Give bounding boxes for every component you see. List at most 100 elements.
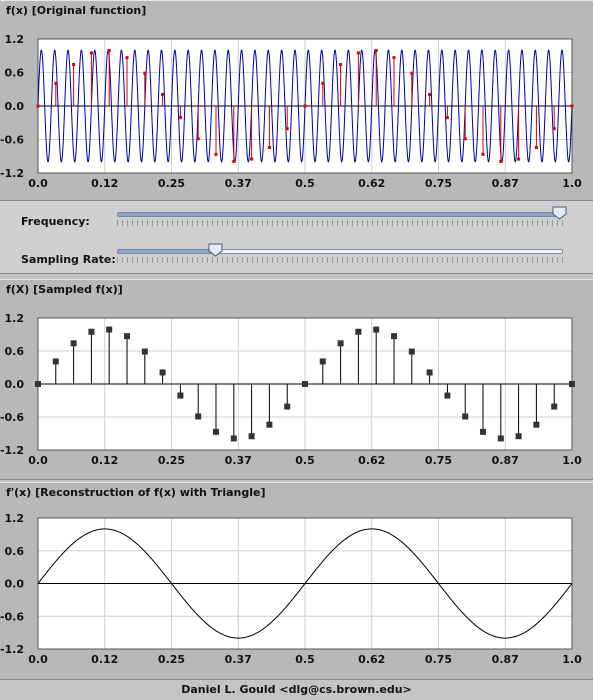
x-tick-label: 0.62 xyxy=(358,454,385,467)
sampling-rate-slider[interactable] xyxy=(117,239,563,265)
sample-marker xyxy=(391,333,398,340)
original-function-plot: 0.0 0.12 0.25 0.37 0.5 0.62 0.75 0.87 1.0 1.2 0.6 0… xyxy=(0,33,582,190)
sample-point xyxy=(534,145,538,149)
y-tick-label: -0.6 xyxy=(0,411,24,424)
sample-marker xyxy=(515,433,522,440)
y-tick-label: 0.0 xyxy=(5,100,25,113)
x-tick-label: 0.0 xyxy=(28,454,48,467)
slider-ticks xyxy=(117,220,563,226)
sample-marker xyxy=(479,428,486,435)
sampling-rate-label: Sampling Rate: xyxy=(21,253,116,266)
sample-point xyxy=(125,56,129,60)
sampled-function-plot: 0.0 0.12 0.25 0.37 0.5 0.62 0.75 0.87 1.0 1.2 0.6 0… xyxy=(0,312,582,467)
sample-marker xyxy=(70,340,77,347)
slider-thumb[interactable] xyxy=(208,243,223,257)
sample-point xyxy=(499,160,503,164)
sample-point xyxy=(72,63,76,67)
y-tick-label: 1.2 xyxy=(5,312,25,325)
slider-fill xyxy=(118,213,560,216)
sample-marker xyxy=(35,381,41,387)
sample-marker xyxy=(106,326,113,333)
sample-marker xyxy=(462,413,469,420)
sample-marker xyxy=(497,435,504,442)
sample-marker xyxy=(444,392,451,399)
y-tick-label: 0.0 xyxy=(5,578,25,591)
y-tick-label: 1.2 xyxy=(5,33,25,46)
x-tick-label: 0.12 xyxy=(91,454,118,467)
reconstruction-line xyxy=(37,528,573,639)
sample-point xyxy=(552,127,556,131)
y-tick-label: -1.2 xyxy=(0,167,24,180)
sample-point xyxy=(36,104,40,108)
sample-point xyxy=(374,48,378,52)
x-tick-label: 0.62 xyxy=(358,177,385,190)
y-tick-label: 0.6 xyxy=(5,67,25,80)
sample-point xyxy=(356,51,360,55)
x-tick-label: 0.37 xyxy=(225,653,252,666)
x-tick-label: 0.75 xyxy=(425,653,452,666)
sample-marker xyxy=(551,403,558,410)
sample-marker xyxy=(159,369,166,376)
x-tick-label: 1.0 xyxy=(562,177,582,190)
sample-point xyxy=(321,81,325,85)
sample-point xyxy=(428,92,432,96)
x-tick-label: 0.87 xyxy=(492,177,519,190)
x-tick-label: 0.87 xyxy=(492,454,519,467)
sample-point xyxy=(107,48,111,52)
sample-point xyxy=(481,152,485,156)
x-tick-label: 0.5 xyxy=(295,653,315,666)
y-tick-label: -0.6 xyxy=(0,134,24,147)
x-tick-label: 0.0 xyxy=(28,653,48,666)
sample-marker xyxy=(373,326,380,333)
sample-point xyxy=(267,145,271,149)
sampled-function-title: f(X) [Sampled f(x)] xyxy=(6,283,123,296)
sample-point xyxy=(463,137,467,141)
y-tick-label: -0.6 xyxy=(0,610,24,623)
x-tick-label: 1.0 xyxy=(562,653,582,666)
x-tick-label: 0.75 xyxy=(425,177,452,190)
x-tick-label: 0.12 xyxy=(91,177,118,190)
sample-point xyxy=(303,104,307,108)
y-tick-label: -1.2 xyxy=(0,643,24,656)
sample-marker xyxy=(426,369,433,376)
sample-point xyxy=(410,71,414,75)
sample-marker xyxy=(408,348,415,355)
sample-marker xyxy=(337,340,344,347)
sample-point xyxy=(517,157,521,161)
frequency-slider[interactable] xyxy=(117,202,567,228)
sample-point xyxy=(161,92,165,96)
slider-ticks xyxy=(117,257,563,263)
sample-point xyxy=(250,157,254,161)
reconstruction-panel: f'(x) [Reconstruction of f(x) with Trian… xyxy=(0,482,593,680)
sample-marker xyxy=(355,328,362,335)
x-tick-label: 0.25 xyxy=(158,653,185,666)
slider-thumb[interactable] xyxy=(552,206,567,220)
sampled-function-panel: f(X) [Sampled f(x)] 0.0 0.12 0.25 0.37 0.5 0.… xyxy=(0,279,593,480)
x-tick-label: 0.25 xyxy=(158,177,185,190)
sample-marker xyxy=(52,358,59,365)
sample-marker xyxy=(212,428,219,435)
sample-marker xyxy=(141,348,148,355)
sample-point xyxy=(445,116,449,120)
sample-point xyxy=(570,104,574,108)
author-credit: Daniel L. Gould <dlg@cs.brown.edu> xyxy=(0,680,593,700)
sample-point xyxy=(339,63,343,67)
x-tick-label: 0.5 xyxy=(295,454,315,467)
controls-panel: Frequency: Sampling Rate: xyxy=(0,201,593,274)
sample-marker xyxy=(177,392,184,399)
sample-marker xyxy=(230,435,237,442)
x-tick-label: 0.75 xyxy=(425,454,452,467)
y-tick-label: 0.0 xyxy=(5,378,25,391)
y-tick-label: -1.2 xyxy=(0,444,24,457)
y-tick-label: 0.6 xyxy=(5,345,25,358)
reconstruction-title: f'(x) [Reconstruction of f(x) with Trian… xyxy=(6,486,266,499)
sample-point xyxy=(214,152,218,156)
original-function-panel: f(x) [Original function] 0.0 0.12 0.25 0.37… xyxy=(0,0,593,201)
sample-point xyxy=(285,127,289,131)
slider-track[interactable] xyxy=(117,249,563,254)
sample-marker xyxy=(302,381,308,387)
sample-marker xyxy=(284,403,291,410)
frequency-label: Frequency: xyxy=(21,215,90,228)
y-tick-label: 0.6 xyxy=(5,545,25,558)
slider-fill xyxy=(118,250,217,253)
